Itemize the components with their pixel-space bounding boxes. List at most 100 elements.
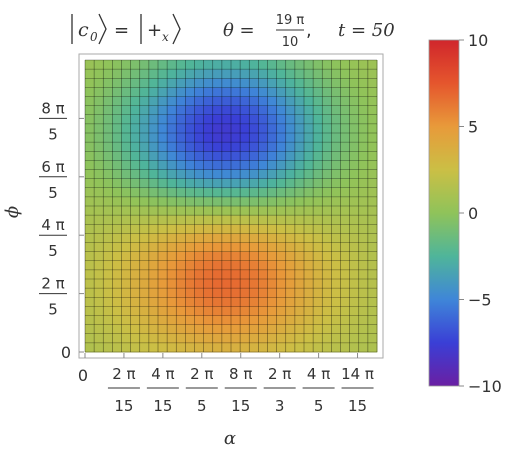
- heatmap-cell: [258, 206, 268, 216]
- heatmap-cell: [258, 260, 268, 271]
- heatmap-cell: [358, 324, 369, 335]
- heatmap-cell: [285, 269, 296, 280]
- heatmap-cell: [194, 251, 205, 262]
- heatmap-cell: [304, 333, 314, 344]
- heatmap-cell: [313, 306, 323, 316]
- heatmap-cell: [331, 123, 341, 134]
- heatmap-cell: [158, 342, 168, 353]
- heatmap-cell: [313, 324, 323, 335]
- heatmap-cell: [203, 151, 214, 161]
- heatmap-cell: [331, 260, 341, 271]
- heatmap-cell: [367, 279, 378, 289]
- heatmap-cell: [194, 178, 205, 189]
- heatmap-cell: [358, 60, 369, 70]
- colorbar-tick-label: 5: [468, 118, 478, 137]
- heatmap-cell: [167, 178, 177, 189]
- heatmap-cell: [276, 169, 287, 180]
- heatmap-cell: [130, 60, 141, 70]
- heatmap-cell: [185, 196, 195, 207]
- heatmap-cell: [340, 169, 351, 180]
- heatmap-cell: [85, 333, 95, 344]
- heatmap-cell: [112, 196, 122, 207]
- heatmap-cell: [167, 269, 177, 280]
- heatmap-cell: [276, 324, 287, 335]
- heatmap-cell: [112, 78, 122, 88]
- heatmap-cell: [148, 342, 159, 353]
- heatmap-cell: [313, 169, 323, 180]
- heatmap-cell: [294, 187, 305, 198]
- heatmap-cell: [304, 342, 314, 353]
- heatmap-cell: [194, 60, 205, 70]
- heatmap-cell: [276, 69, 287, 79]
- x-tick-label: 0: [78, 366, 88, 385]
- heatmap-cell: [221, 324, 232, 335]
- heatmap-cell: [267, 306, 278, 316]
- heatmap-cell: [294, 123, 305, 134]
- heatmap-cell: [267, 69, 278, 79]
- heatmap-cell: [249, 233, 259, 243]
- heatmap-cell: [331, 114, 341, 125]
- heatmap-cell: [94, 215, 104, 225]
- y-tick-label-den: 5: [48, 301, 58, 319]
- heatmap-cell: [313, 260, 323, 271]
- heatmap-cell: [231, 169, 241, 180]
- heatmap-cell: [103, 142, 113, 152]
- heatmap-cell: [358, 123, 369, 134]
- x-tick-label-den: 15: [231, 397, 250, 415]
- title-comma: ,: [306, 20, 312, 41]
- heatmap-cell: [185, 288, 195, 298]
- title-ket-right: +: [147, 20, 162, 41]
- heatmap-cell: [130, 178, 141, 189]
- heatmap-cell: [304, 269, 314, 280]
- heatmap-cell: [139, 87, 150, 97]
- heatmap-cell: [212, 297, 223, 307]
- heatmap-cell: [331, 342, 341, 353]
- heatmap-cell: [94, 269, 104, 280]
- heatmap-cell: [139, 60, 150, 70]
- heatmap-cell: [167, 224, 177, 234]
- heatmap-cell: [85, 279, 95, 289]
- heatmap-cell: [221, 196, 232, 207]
- heatmap-cell: [304, 69, 314, 79]
- heatmap-cell: [194, 69, 205, 79]
- heatmap-cell: [267, 260, 278, 271]
- heatmap-cell: [349, 123, 360, 134]
- heatmap-cell: [285, 60, 296, 70]
- heatmap-cell: [294, 133, 305, 143]
- heatmap-cell: [185, 333, 195, 344]
- heatmap-cell: [231, 187, 241, 198]
- heatmap-cell: [85, 160, 95, 170]
- heatmap-cell: [167, 142, 177, 152]
- heatmap-cell: [130, 160, 141, 170]
- heatmap-cell: [322, 178, 332, 189]
- heatmap-cell: [285, 224, 296, 234]
- heatmap-cell: [212, 251, 223, 262]
- heatmap-cell: [121, 342, 132, 353]
- heatmap-cell: [221, 96, 232, 107]
- heatmap-cell: [358, 233, 369, 243]
- heatmap-cell: [221, 315, 232, 326]
- heatmap-cell: [231, 333, 241, 344]
- heatmap-cell: [167, 279, 177, 289]
- heatmap-cell: [121, 114, 132, 125]
- heatmap-cell: [85, 306, 95, 316]
- title-t-label: t = 50: [338, 20, 395, 41]
- heatmap-cell: [185, 297, 195, 307]
- heatmap-cell: [85, 187, 95, 198]
- heatmap-cell: [231, 96, 241, 107]
- heatmap-cell: [139, 306, 150, 316]
- heatmap-cell: [148, 233, 159, 243]
- heatmap-cell: [331, 233, 341, 243]
- heatmap-cell: [130, 224, 141, 234]
- heatmap-cell: [276, 288, 287, 298]
- heatmap-cell: [112, 215, 122, 225]
- heatmap-cell: [322, 242, 332, 253]
- heatmap-cell: [340, 342, 351, 353]
- heatmap-cell: [322, 206, 332, 216]
- heatmap-cell: [85, 78, 95, 88]
- heatmap-cell: [340, 215, 351, 225]
- heatmap-cell: [367, 160, 378, 170]
- heatmap-cell: [285, 69, 296, 79]
- heatmap-cell: [121, 315, 132, 326]
- heatmap-cell: [358, 187, 369, 198]
